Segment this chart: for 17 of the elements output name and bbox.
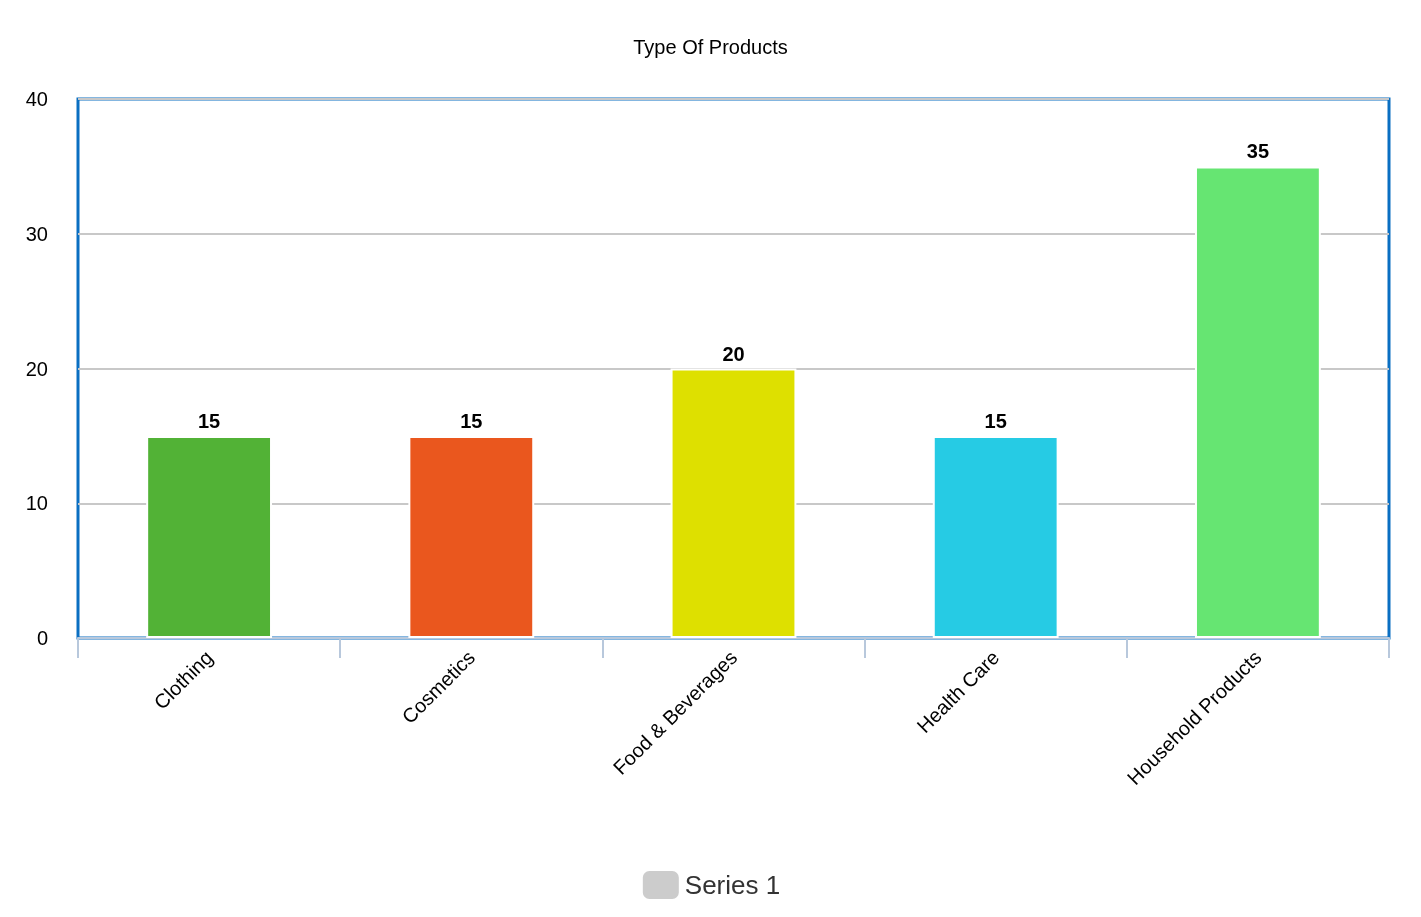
y-tick-label: 40 <box>25 88 48 110</box>
data-label: 20 <box>722 342 745 365</box>
y-tick-label: 20 <box>25 357 48 380</box>
chart-title: Type Of Products <box>633 36 788 58</box>
y-tick-label: 0 <box>36 627 48 649</box>
bar <box>1194 166 1321 638</box>
data-label: 15 <box>197 409 221 432</box>
y-tick-label: 10 <box>25 492 48 515</box>
text: Series 1 <box>684 870 781 900</box>
bar <box>932 435 1059 638</box>
bar <box>146 435 273 638</box>
data-label: 15 <box>984 409 1007 432</box>
y-tick-label: 30 <box>25 222 48 245</box>
data-label: 15 <box>460 409 483 432</box>
bar <box>408 435 535 638</box>
bar <box>670 368 797 638</box>
data-label: 35 <box>1246 140 1270 163</box>
